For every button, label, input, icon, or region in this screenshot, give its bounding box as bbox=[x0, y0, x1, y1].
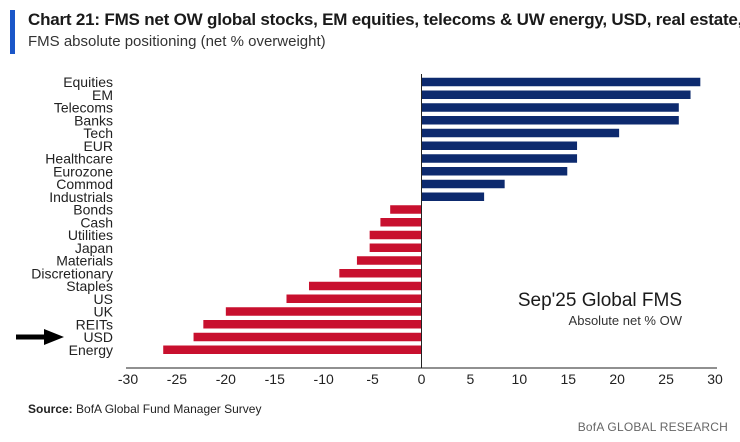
chart-annotation-subtitle: Absolute net % OW bbox=[569, 313, 683, 328]
category-label-materials: Materials bbox=[56, 253, 113, 269]
x-tick-label: -10 bbox=[314, 371, 334, 387]
chart-annotation-title: Sep'25 Global FMS bbox=[518, 290, 682, 311]
x-tick-label: 5 bbox=[467, 371, 475, 387]
category-label-uk: UK bbox=[94, 304, 114, 320]
x-tick-label: -20 bbox=[216, 371, 236, 387]
bar-eurozone bbox=[421, 167, 568, 176]
x-tick-label: 30 bbox=[707, 371, 723, 387]
bar-japan bbox=[369, 243, 422, 252]
bar-uk bbox=[225, 307, 422, 316]
category-label-us: US bbox=[94, 291, 113, 307]
bars-group bbox=[163, 77, 701, 354]
x-tick-label: 0 bbox=[418, 371, 426, 387]
bar-bonds bbox=[390, 205, 422, 214]
bar-utilities bbox=[369, 230, 422, 240]
bar-industrials bbox=[421, 192, 485, 201]
x-tick-label: 10 bbox=[512, 371, 528, 387]
category-label-eur: EUR bbox=[83, 138, 113, 154]
x-tick-label: 20 bbox=[609, 371, 625, 387]
category-label-bonds: Bonds bbox=[73, 202, 113, 218]
category-label-commod: Commod bbox=[56, 176, 113, 192]
bar-staples bbox=[308, 281, 422, 291]
chart-subtitle: FMS absolute positioning (net % overweig… bbox=[28, 33, 326, 50]
category-label-usd: USD bbox=[83, 329, 113, 345]
brand-footer: BofA GLOBAL RESEARCH bbox=[577, 420, 728, 434]
bar-tech bbox=[421, 128, 620, 138]
bar-healthcare bbox=[421, 154, 578, 163]
x-tick-label: 25 bbox=[658, 371, 674, 387]
category-label-telecoms: Telecoms bbox=[54, 100, 113, 116]
bar-banks bbox=[421, 116, 679, 125]
category-label-equities: Equities bbox=[63, 74, 113, 90]
category-label-industrials: Industrials bbox=[49, 189, 113, 205]
category-label-cash: Cash bbox=[80, 214, 113, 230]
category-label-utilities: Utilities bbox=[68, 227, 113, 243]
bar-cash bbox=[380, 218, 422, 227]
category-label-japan: Japan bbox=[75, 240, 113, 256]
category-label-eurozone: Eurozone bbox=[53, 163, 113, 179]
x-tick-label: -25 bbox=[167, 371, 187, 387]
category-labels-group: EquitiesEMTelecomsBanksTechEURHealthcare… bbox=[31, 74, 113, 358]
source-text: BofA Global Fund Manager Survey bbox=[76, 402, 262, 416]
bar-energy bbox=[163, 345, 422, 354]
category-label-energy: Energy bbox=[69, 342, 113, 358]
bar-commod bbox=[421, 179, 505, 189]
x-tick-labels-group: -30 -25 -20 -15 -10 -5 0 5 10 15 20 25 30 bbox=[118, 371, 723, 387]
bar-materials bbox=[356, 256, 422, 265]
category-label-staples: Staples bbox=[66, 278, 113, 294]
bar-equities bbox=[421, 77, 701, 87]
category-label-tech: Tech bbox=[83, 125, 113, 141]
x-tick-label: -5 bbox=[366, 371, 379, 387]
bar-em bbox=[421, 90, 691, 99]
category-label-discretionary: Discretionary bbox=[31, 265, 113, 281]
title-accent-bar bbox=[10, 10, 15, 54]
category-label-banks: Banks bbox=[74, 112, 113, 128]
x-tick-label: 15 bbox=[560, 371, 576, 387]
source-label: Source: bbox=[28, 402, 73, 416]
x-tick-label: -30 bbox=[118, 371, 138, 387]
bar-us bbox=[286, 294, 422, 303]
highlight-arrow-icon bbox=[16, 329, 64, 345]
bar-telecoms bbox=[421, 103, 679, 112]
category-label-healthcare: Healthcare bbox=[45, 151, 113, 167]
bar-usd bbox=[193, 332, 422, 342]
bar-reits bbox=[203, 320, 422, 329]
category-label-em: EM bbox=[92, 87, 113, 103]
bar-discretionary bbox=[339, 269, 422, 278]
x-tick-label: -15 bbox=[265, 371, 285, 387]
chart-title: Chart 21: FMS net OW global stocks, EM e… bbox=[28, 10, 740, 29]
category-label-reits: REITs bbox=[76, 316, 113, 332]
bar-eur bbox=[421, 141, 578, 150]
source-note: Source: BofA Global Fund Manager Survey bbox=[28, 402, 261, 416]
